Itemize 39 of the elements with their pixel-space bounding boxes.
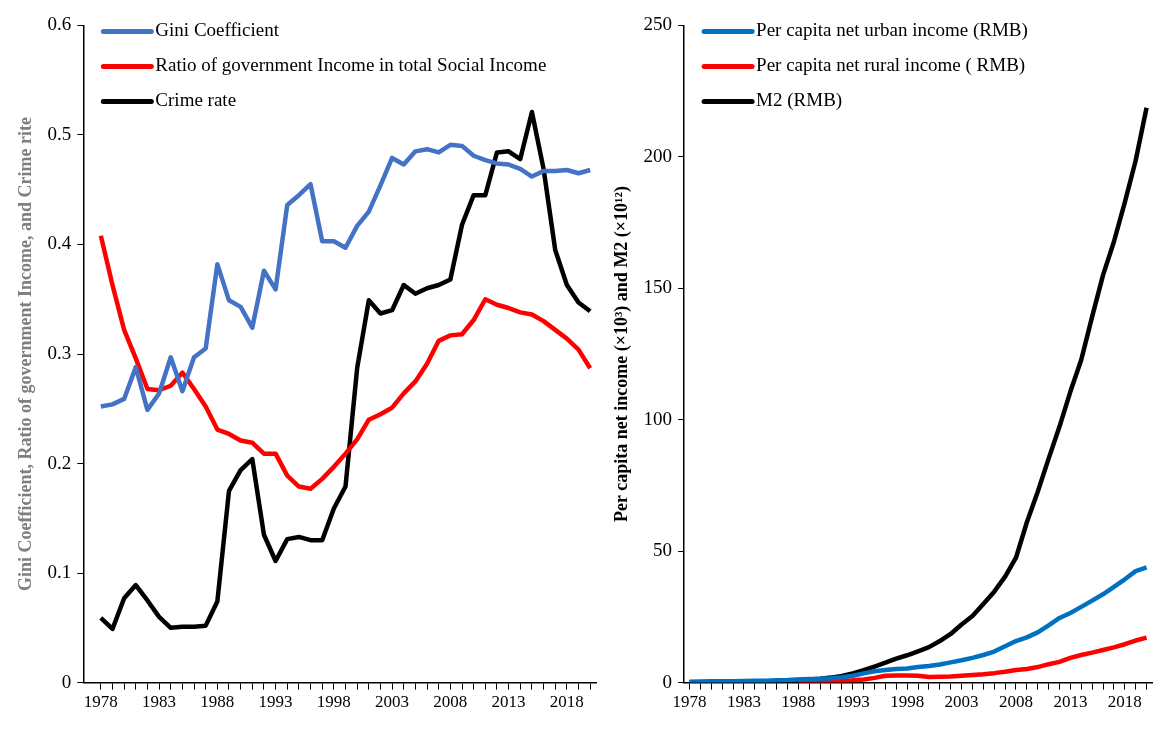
- y-tick-label: 50: [653, 539, 673, 561]
- y-tick-label: 0.6: [47, 13, 72, 35]
- y-tick-label: 0.4: [47, 232, 72, 254]
- x-tick-label: 1998: [316, 692, 351, 712]
- x-tick-label: 2008: [433, 692, 468, 712]
- legend-label: Per capita net urban income (RMB): [756, 19, 1028, 42]
- x-tick-label: 2018: [1107, 692, 1142, 712]
- y-tick-label: 150: [643, 276, 673, 298]
- x-tick-label: 2013: [491, 692, 526, 712]
- x-tick-label: 2013: [1053, 692, 1088, 712]
- x-tick-label: 1978: [672, 692, 707, 712]
- y-tick-label: 200: [643, 144, 673, 166]
- x-tick-label: 2018: [549, 692, 584, 712]
- x-tick-label: 2003: [944, 692, 979, 712]
- x-tick-label: 1988: [200, 692, 235, 712]
- legend-label: Per capita net rural income ( RMB): [756, 54, 1026, 77]
- y-axis-title: Per capita net income (×10³) and M2 (×10¹²): [611, 186, 633, 522]
- x-tick-label: 1983: [142, 692, 177, 712]
- x-tick-label: 1993: [835, 692, 870, 712]
- legend-label: M2 (RMB): [756, 89, 843, 112]
- legend-label: Gini Coefficient: [155, 19, 280, 41]
- y-tick-label: 0: [662, 670, 673, 692]
- x-tick-label: 2008: [998, 692, 1033, 712]
- y-tick-label: 100: [643, 407, 673, 429]
- x-tick-label: 1988: [781, 692, 816, 712]
- y-tick-label: 0.1: [47, 561, 72, 583]
- x-tick-label: 1983: [726, 692, 761, 712]
- y-tick-label: 0.5: [47, 122, 72, 144]
- y-tick-label: 0.3: [47, 341, 72, 363]
- x-tick-label: 1998: [890, 692, 925, 712]
- legend-label: Ratio of government Income in total Social Income: [155, 54, 547, 76]
- x-tick-label: 1978: [83, 692, 118, 712]
- y-axis-title: Gini Coefficient, Ratio of government Income, and Crime rite: [15, 117, 36, 591]
- x-tick-label: 2003: [375, 692, 410, 712]
- y-tick-label: 0.2: [47, 451, 72, 473]
- y-tick-label: 0: [61, 670, 72, 692]
- legend-label: Crime rate: [155, 89, 237, 111]
- x-tick-label: 1993: [258, 692, 293, 712]
- y-tick-label: 250: [643, 13, 673, 35]
